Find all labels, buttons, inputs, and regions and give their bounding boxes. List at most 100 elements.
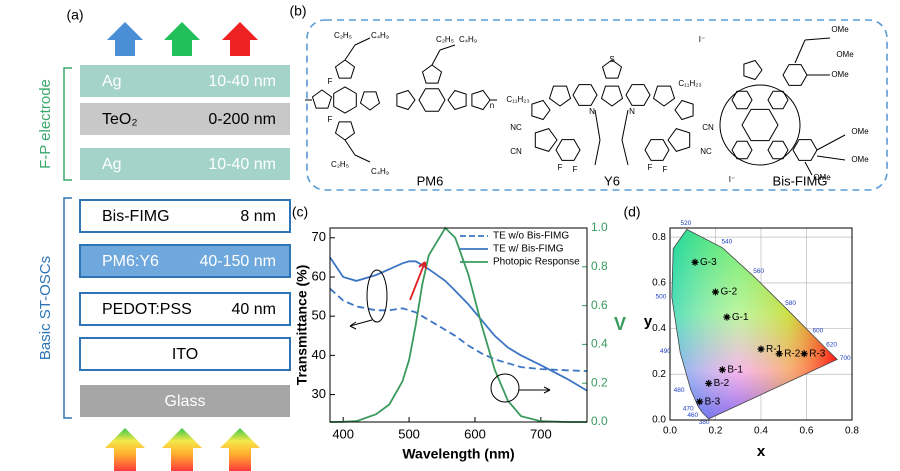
legend-label: Photopic Response [493, 257, 580, 268]
atom-label: C₁₁H₂₃ [506, 95, 529, 104]
light-arrow [162, 428, 202, 471]
molecule-name: Bis-FIMG [773, 173, 828, 188]
atom-label: OMe [836, 50, 854, 59]
bond [439, 44, 456, 51]
layer [80, 103, 290, 135]
ring [447, 89, 467, 111]
bond [621, 109, 629, 141]
atom-label: F [663, 165, 668, 174]
ring [674, 99, 694, 121]
atom-label: OMe [831, 25, 849, 34]
atom-label: NC [700, 147, 712, 156]
ring [396, 89, 416, 111]
plot-frame [669, 227, 853, 421]
atom-label: OMe [851, 155, 869, 164]
point-label: G-2 [721, 287, 738, 298]
y-tick-label: 40 [312, 347, 326, 362]
atom-label: CN [702, 123, 714, 132]
x-tick-label: 0.6 [800, 426, 814, 437]
ring [471, 89, 491, 111]
layer-name: PM6:Y6 [102, 253, 159, 270]
y2-tick-label: 0.8 [591, 259, 608, 273]
atom-label: F [573, 165, 578, 174]
layer-name: PEDOT:PSS [102, 301, 192, 318]
layer-name: TeO₂ [102, 111, 138, 128]
ring [767, 90, 789, 110]
atom-label: F [558, 163, 563, 172]
electrode-bracket [63, 67, 72, 181]
atom-label: N [629, 107, 635, 116]
atom-label: C₄H₉ [459, 35, 477, 44]
atom-label: C₄H₉ [371, 167, 389, 176]
point [757, 345, 765, 353]
atom-label: F [328, 115, 333, 124]
fullerene [719, 84, 801, 166]
x-tick-label: 500 [398, 426, 420, 441]
atom-label: S [609, 55, 614, 64]
atom-label: F [648, 163, 653, 172]
y-axis-label: Transmittance (%) [294, 265, 310, 386]
ring [601, 59, 623, 79]
y-tick-label: 0.2 [652, 369, 666, 380]
x-axis-label: Wavelength (nm) [402, 446, 514, 462]
ring [625, 84, 651, 106]
point-label: B-1 [727, 364, 743, 375]
molecule-box [306, 19, 888, 191]
atom-label: F [328, 77, 333, 86]
bond [816, 155, 846, 161]
locus-label: 600 [812, 328, 823, 335]
bond [431, 49, 441, 66]
layer-thickness: 40-150 nm [200, 253, 277, 270]
ring [333, 86, 357, 114]
bond [354, 154, 371, 163]
point-label: G-3 [700, 257, 717, 268]
point [718, 366, 726, 374]
y-tick-label: 0.4 [652, 323, 666, 334]
panel-label: (b) [289, 3, 306, 19]
x-tick-label: 600 [464, 426, 486, 441]
layer-thickness: 8 nm [240, 208, 276, 225]
locus-label: 620 [826, 341, 837, 348]
ring [644, 139, 670, 161]
ring [311, 89, 333, 109]
locus-label: 700 [840, 355, 851, 362]
x-tick-label: 0.0 [663, 426, 677, 437]
panel-label: (d) [623, 204, 640, 220]
green-arrow [164, 22, 200, 56]
series-line [329, 226, 587, 423]
layer [79, 337, 291, 371]
locus-label: 480 [674, 387, 685, 394]
layer [79, 199, 291, 233]
layer-name: ITO [172, 346, 198, 363]
locus-label: 470 [683, 405, 694, 412]
ring [418, 88, 446, 112]
annotation-arrow [409, 261, 427, 301]
y-tick-label: 30 [312, 386, 326, 401]
bond [344, 44, 356, 61]
point [705, 379, 713, 387]
atom-label: I⁻ [729, 175, 735, 184]
gamut-overlay [671, 228, 838, 420]
series-line [329, 288, 588, 372]
bond [794, 39, 806, 64]
atom-label: I⁻ [699, 35, 705, 44]
locus-label: 540 [721, 238, 732, 245]
light-arrow [105, 428, 145, 471]
layer-thickness: 40 nm [232, 301, 276, 318]
ring [743, 59, 763, 81]
atom-label: n [490, 101, 494, 110]
ring [555, 139, 581, 161]
molecule-name: Y6 [604, 173, 620, 188]
y2-tick-label: 0.0 [591, 414, 608, 428]
locus-label: 580 [785, 300, 796, 307]
structures [305, 37, 846, 176]
y2-axis-label: V [614, 314, 626, 334]
layer-name: Bis-FIMG [102, 208, 170, 225]
y-tick-label: 0.8 [652, 232, 666, 243]
ring [534, 128, 558, 152]
point-label: R-3 [809, 348, 826, 359]
point-label: R-2 [784, 348, 801, 359]
layer-name: Ag [102, 156, 122, 173]
layer-thickness: 10-40 nm [208, 73, 276, 90]
